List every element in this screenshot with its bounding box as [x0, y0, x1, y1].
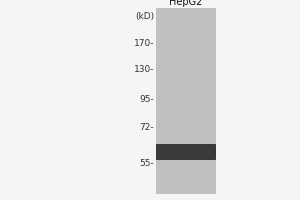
Bar: [156, 145, 216, 159]
Text: 72-: 72-: [140, 123, 154, 132]
FancyBboxPatch shape: [156, 144, 216, 160]
Text: HepG2: HepG2: [169, 0, 203, 7]
Bar: [156, 145, 216, 159]
Text: 130-: 130-: [134, 66, 154, 74]
Bar: [156, 146, 216, 158]
Bar: [156, 145, 216, 159]
Text: 170-: 170-: [134, 40, 154, 48]
Bar: [156, 144, 216, 160]
Text: (kD): (kD): [135, 12, 154, 21]
Bar: [156, 144, 216, 160]
Text: 55-: 55-: [139, 160, 154, 168]
Bar: [156, 146, 216, 158]
Bar: [156, 146, 216, 158]
Bar: [156, 8, 216, 194]
Text: 95-: 95-: [139, 96, 154, 104]
